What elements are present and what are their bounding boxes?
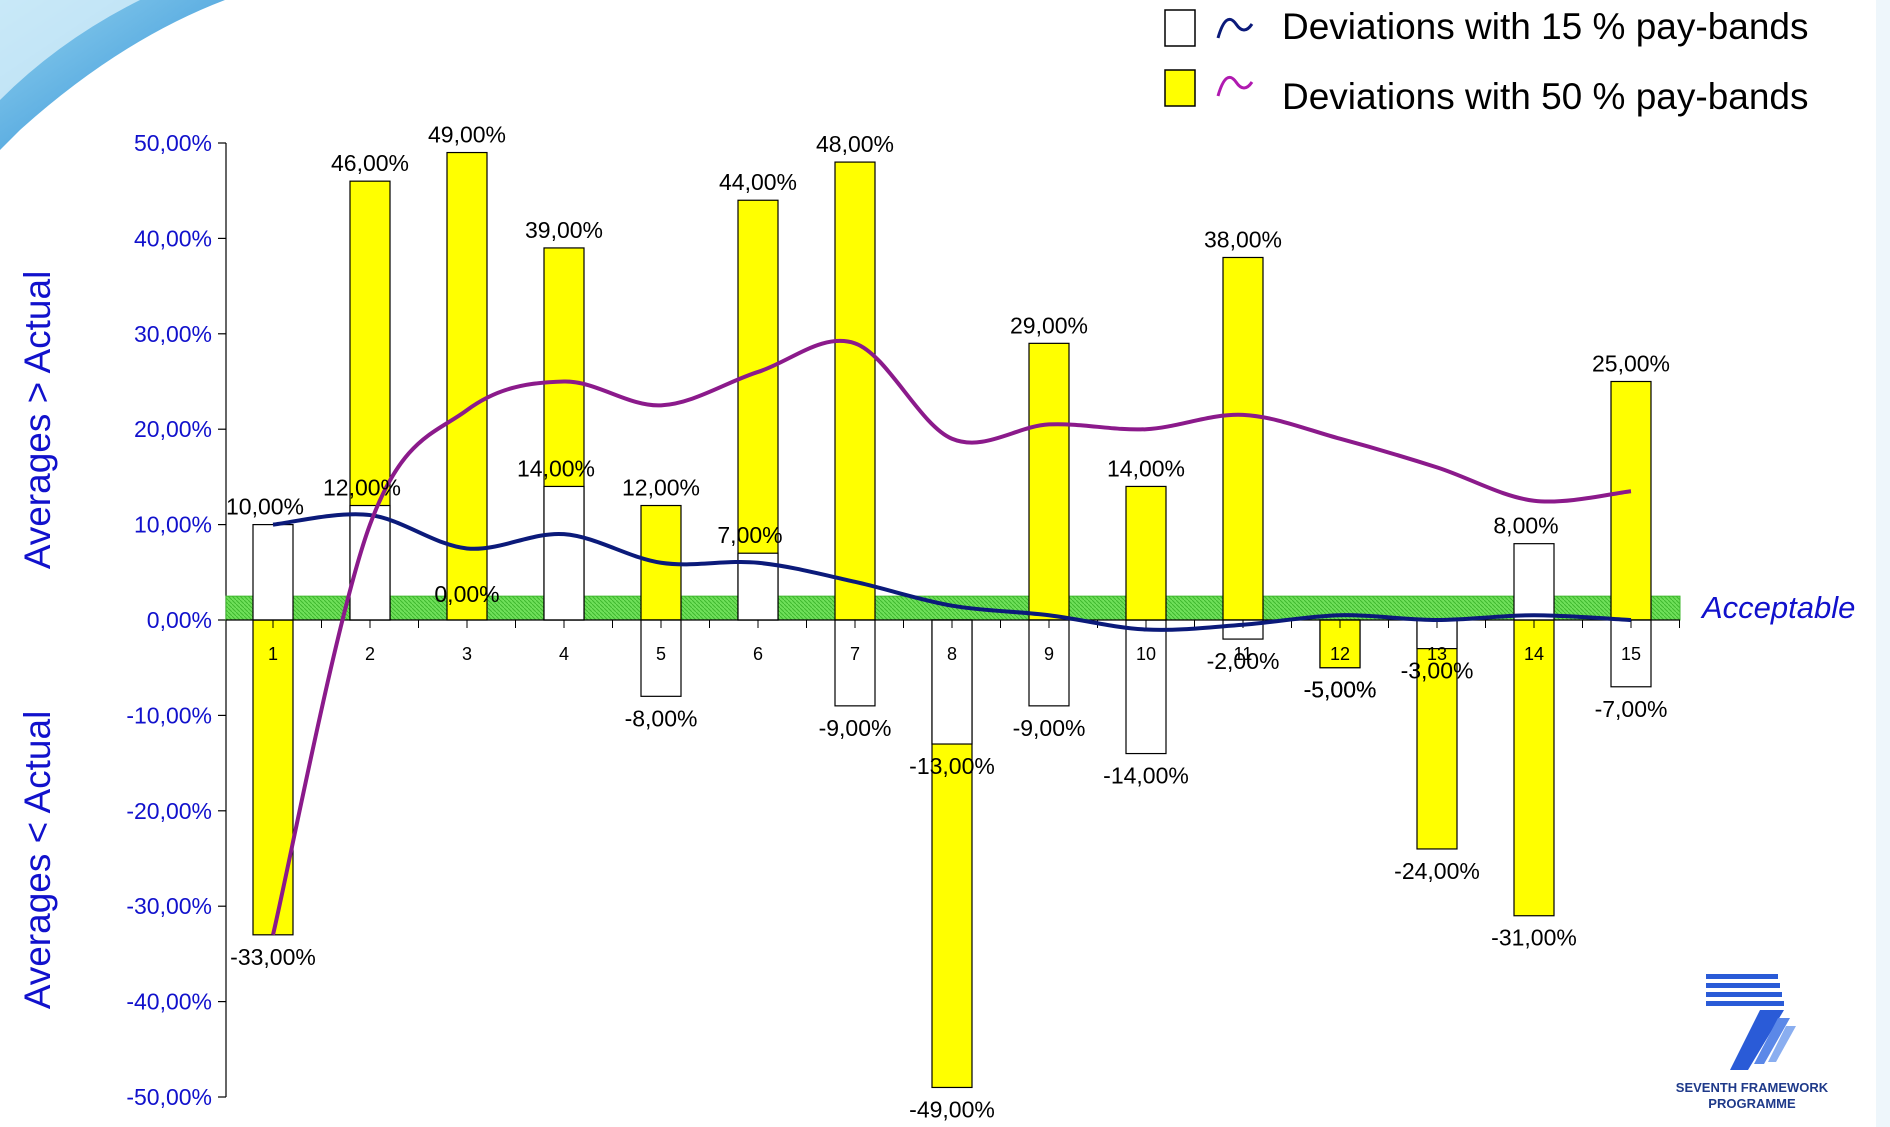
- y-tick-label: -30,00%: [126, 893, 212, 919]
- bar-15: [932, 620, 972, 744]
- category-label: 6: [753, 644, 763, 664]
- bar-50: [1611, 382, 1651, 621]
- category-label: 3: [462, 644, 472, 664]
- bar-15: [1514, 544, 1554, 620]
- legend-label-50: Deviations with 50 % pay-bands: [1282, 76, 1809, 117]
- category-label: 15: [1621, 644, 1641, 664]
- data-label-50: 12,00%: [622, 475, 700, 501]
- bar-50: [1029, 343, 1069, 620]
- data-label-50: 49,00%: [428, 122, 506, 148]
- data-label-15: -9,00%: [1013, 715, 1086, 741]
- data-label-50: -49,00%: [909, 1096, 995, 1122]
- data-label-50: -31,00%: [1491, 925, 1577, 951]
- bar-15: [253, 525, 293, 620]
- legend-swatch-50: [1165, 70, 1195, 106]
- bar-50: [1514, 620, 1554, 916]
- data-label-50: 44,00%: [719, 169, 797, 195]
- data-label-15: 0,00%: [434, 581, 499, 607]
- data-label-50: -33,00%: [230, 944, 316, 970]
- bar-15: [1126, 620, 1166, 754]
- legend: Deviations with 15 % pay-bands Deviation…: [1165, 6, 1809, 117]
- legend-label-15: Deviations with 15 % pay-bands: [1282, 6, 1809, 47]
- y-tick-label: -10,00%: [126, 702, 212, 728]
- data-label-15: 7,00%: [717, 522, 782, 548]
- category-label: 5: [656, 644, 666, 664]
- y-axis: 50,00% 40,00% 30,00% 20,00% 10,00% 0,00% -10,0…: [126, 130, 226, 1110]
- data-label-15: -9,00%: [819, 715, 892, 741]
- data-label-50: 46,00%: [331, 150, 409, 176]
- data-label-15: -14,00%: [1103, 763, 1189, 789]
- data-label-50: 38,00%: [1204, 226, 1282, 252]
- data-label-50: 39,00%: [525, 217, 603, 243]
- fp7-logo-stripes: [1706, 974, 1796, 1070]
- data-label-15: -3,00%: [1401, 658, 1474, 684]
- data-label-15: -13,00%: [909, 753, 995, 779]
- bar-50: [253, 620, 293, 935]
- fp7-logo-line2: PROGRAMME: [1708, 1096, 1796, 1111]
- category-label: 2: [365, 644, 375, 664]
- right-edge-strip: [1876, 0, 1890, 1127]
- bar-50: [835, 162, 875, 620]
- legend-swatch-15: [1165, 10, 1195, 46]
- data-label-50: -24,00%: [1394, 858, 1480, 884]
- category-label: 4: [559, 644, 569, 664]
- y-tick-label: -20,00%: [126, 798, 212, 824]
- bar-50: [1223, 257, 1263, 620]
- y-tick-label: 30,00%: [134, 321, 212, 347]
- y-tick-label: -40,00%: [126, 989, 212, 1015]
- legend-line-50-icon: [1218, 77, 1252, 96]
- fp7-logo: SEVENTH FRAMEWORK PROGRAMME: [1676, 974, 1829, 1111]
- category-label: 12: [1330, 644, 1350, 664]
- ylabel-lower: Averages < Actual: [17, 711, 58, 1010]
- category-label: 7: [850, 644, 860, 664]
- data-label-50: 29,00%: [1010, 312, 1088, 338]
- y-tick-label: 10,00%: [134, 512, 212, 538]
- data-label-15: 10,00%: [226, 494, 304, 520]
- acceptable-band-label: Acceptable: [1700, 590, 1855, 625]
- bar-50: [1126, 486, 1166, 620]
- y-tick-label: 50,00%: [134, 130, 212, 156]
- data-label-15: -2,00%: [1207, 648, 1280, 674]
- category-label: 9: [1044, 644, 1054, 664]
- data-label-15: 12,00%: [323, 475, 401, 501]
- y-tick-label: -50,00%: [126, 1084, 212, 1110]
- data-label-15: 14,00%: [517, 455, 595, 481]
- fp7-logo-line1: SEVENTH FRAMEWORK: [1676, 1080, 1829, 1095]
- category-label: 8: [947, 644, 957, 664]
- data-label-50: -5,00%: [1304, 677, 1377, 703]
- y-tick-label: 20,00%: [134, 416, 212, 442]
- legend-line-15-icon: [1218, 19, 1252, 38]
- ylabel-upper: Averages > Actual: [17, 271, 58, 570]
- bar-15: [544, 486, 584, 620]
- data-label-50: 25,00%: [1592, 351, 1670, 377]
- category-label: 10: [1136, 644, 1156, 664]
- category-label: 1: [268, 644, 278, 664]
- data-label-15: -7,00%: [1595, 696, 1668, 722]
- y-tick-label: 0,00%: [147, 607, 212, 633]
- data-label-50: 48,00%: [816, 131, 894, 157]
- data-label-50: 14,00%: [1107, 455, 1185, 481]
- y-tick-label: 40,00%: [134, 225, 212, 251]
- data-label-15: -8,00%: [625, 705, 698, 731]
- data-label-15: 8,00%: [1493, 513, 1558, 539]
- category-label: 14: [1524, 644, 1544, 664]
